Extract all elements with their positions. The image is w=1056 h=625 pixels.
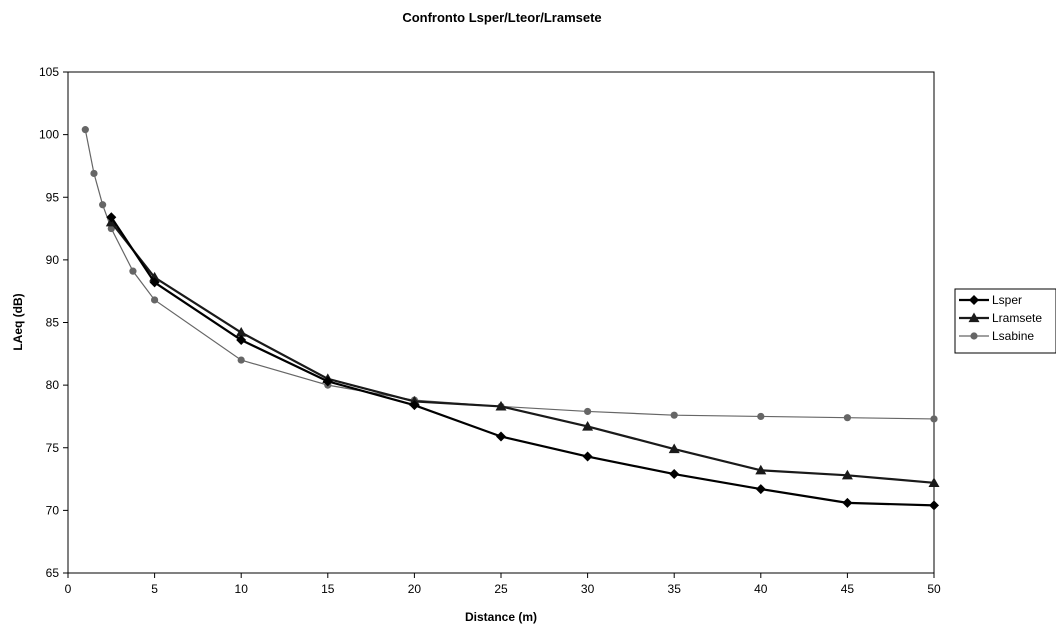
data-point-lramsete bbox=[235, 327, 247, 337]
x-tick-label: 10 bbox=[235, 582, 249, 596]
series-layer bbox=[81, 126, 940, 511]
data-point-lsper bbox=[496, 431, 506, 442]
data-point-lsper bbox=[669, 469, 680, 480]
y-tick-label: 70 bbox=[46, 503, 60, 517]
y-tick-label: 90 bbox=[46, 253, 60, 267]
data-point-lsabine bbox=[129, 267, 137, 275]
legend-marker-lsper bbox=[969, 295, 979, 305]
x-tick-label: 5 bbox=[151, 582, 158, 596]
data-point-lsabine bbox=[930, 415, 938, 423]
x-tick-label: 40 bbox=[754, 582, 768, 596]
data-point-lsabine bbox=[757, 412, 765, 421]
data-point-lramsete bbox=[928, 477, 940, 487]
data-point-lsper bbox=[929, 500, 939, 511]
data-point-lramsete bbox=[841, 469, 853, 480]
data-point-lsper bbox=[409, 400, 420, 411]
data-point-lsper bbox=[755, 484, 766, 495]
data-point-lsabine bbox=[584, 407, 592, 416]
data-point-lramsete bbox=[668, 443, 680, 454]
legend-label-lsper: Lsper bbox=[992, 293, 1022, 307]
data-point-lramsete bbox=[582, 420, 594, 431]
plot-area bbox=[67, 71, 935, 574]
data-point-lsabine bbox=[151, 296, 159, 304]
chart-title: Confronto Lsper/Lteor/Lramsete bbox=[402, 10, 601, 25]
data-point-lsper bbox=[842, 497, 853, 508]
x-axis: 0 5 10 15 20 25 30 35 40 45 50 bbox=[65, 573, 941, 596]
data-point-lsper bbox=[149, 277, 160, 288]
data-point-lramsete bbox=[755, 464, 767, 475]
x-tick-label: 35 bbox=[668, 582, 682, 596]
data-point-lsabine bbox=[107, 224, 115, 233]
legend-marker-lsabine bbox=[970, 332, 978, 340]
series-lsper bbox=[106, 212, 939, 511]
x-tick-label: 30 bbox=[581, 582, 595, 596]
data-point-lsper bbox=[236, 335, 247, 346]
data-point-lsabine bbox=[843, 414, 852, 422]
x-tick-label: 15 bbox=[321, 582, 335, 596]
y-tick-label: 85 bbox=[46, 316, 60, 330]
data-point-lsper bbox=[582, 451, 593, 462]
x-tick-label: 25 bbox=[494, 582, 508, 596]
y-tick-label: 75 bbox=[46, 441, 60, 455]
legend: Lsper Lramsete Lsabine bbox=[954, 288, 1056, 354]
data-point-lramsete bbox=[495, 400, 507, 411]
x-axis-title: Distance (m) bbox=[465, 610, 537, 624]
data-point-lsper bbox=[106, 212, 117, 223]
data-point-lsabine bbox=[237, 356, 245, 364]
data-point-lsabine bbox=[90, 169, 98, 178]
x-tick-label: 50 bbox=[927, 582, 941, 596]
legend-item-lsabine: Lsabine bbox=[959, 329, 1034, 343]
x-tick-label: 20 bbox=[408, 582, 422, 596]
legend-item-lsper: Lsper bbox=[959, 293, 1022, 307]
legend-marker-lramsete bbox=[968, 312, 980, 323]
y-axis: 65 70 75 80 85 90 95 100 105 bbox=[39, 65, 68, 580]
y-tick-label: 105 bbox=[39, 65, 59, 79]
y-tick-label: 65 bbox=[46, 566, 60, 580]
legend-item-lramsete: Lramsete bbox=[959, 311, 1042, 325]
x-tick-label: 0 bbox=[65, 582, 72, 596]
data-point-lsabine bbox=[81, 126, 89, 134]
x-tick-label: 45 bbox=[841, 582, 855, 596]
legend-label-lsabine: Lsabine bbox=[992, 329, 1034, 343]
y-tick-label: 100 bbox=[39, 128, 59, 142]
data-point-lsabine bbox=[670, 411, 678, 419]
y-tick-label: 95 bbox=[46, 190, 60, 204]
y-tick-label: 80 bbox=[46, 378, 60, 392]
data-point-lsabine bbox=[99, 201, 107, 209]
data-point-lsper bbox=[322, 376, 333, 387]
y-axis-title: LAeq (dB) bbox=[11, 293, 25, 350]
legend-label-lramsete: Lramsete bbox=[992, 311, 1042, 325]
